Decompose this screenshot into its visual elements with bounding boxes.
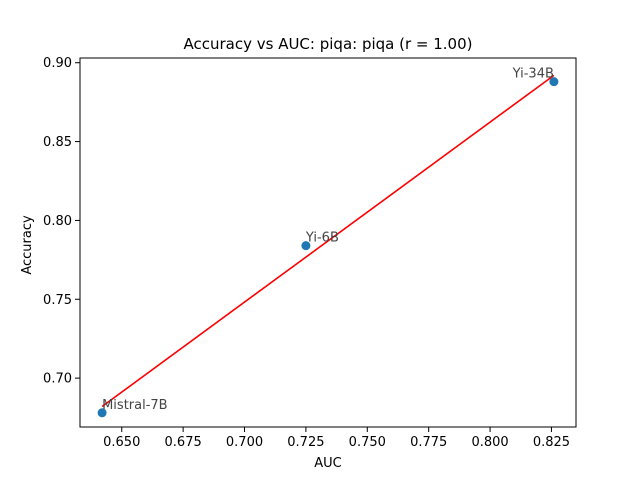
x-tick-label: 0.725 <box>287 435 324 450</box>
y-tick-label: 0.80 <box>43 214 72 229</box>
point-label: Yi-6B <box>305 231 339 246</box>
data-point <box>97 408 107 418</box>
plot-area: Mistral-7B Yi-6B Yi-34B <box>79 57 577 428</box>
x-axis: 0.650 0.675 0.700 0.725 0.750 0.775 0.800 0.825 <box>103 427 570 450</box>
point-label: Yi-34B <box>512 67 554 82</box>
fit-line <box>101 74 555 408</box>
y-tick-label: 0.85 <box>43 135 72 150</box>
y-tick-label: 0.90 <box>43 56 72 71</box>
point-label: Mistral-7B <box>102 398 168 413</box>
x-tick-label: 0.775 <box>410 435 447 450</box>
x-tick-label: 0.750 <box>349 435 386 450</box>
x-tick-label: 0.700 <box>226 435 263 450</box>
data-point <box>549 77 559 87</box>
y-tick-label: 0.70 <box>43 372 72 387</box>
x-tick-label: 0.800 <box>471 435 508 450</box>
x-axis-title: AUC <box>314 456 342 471</box>
data-point <box>301 241 311 251</box>
x-tick-label: 0.675 <box>165 435 202 450</box>
x-tick-label: 0.650 <box>103 435 140 450</box>
y-tick-label: 0.75 <box>43 293 72 308</box>
x-tick-label: 0.825 <box>533 435 570 450</box>
plot-frame <box>79 57 577 428</box>
chart-title: Accuracy vs AUC: piqa: piqa (r = 1.00) <box>183 35 472 53</box>
y-axis: 0.70 0.75 0.80 0.85 0.90 <box>43 56 80 387</box>
y-axis-title: Accuracy <box>20 215 35 275</box>
